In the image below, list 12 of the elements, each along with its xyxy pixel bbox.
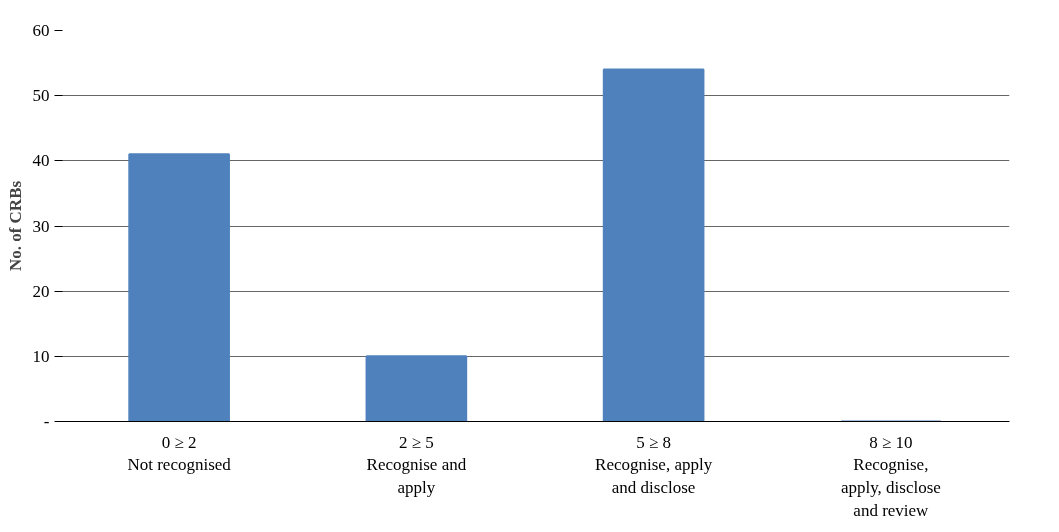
y-tick-label: - bbox=[43, 412, 50, 431]
y-tick-label: 30 bbox=[32, 216, 50, 236]
y-tick-label: 50 bbox=[32, 86, 50, 106]
y-tick-label: 40 bbox=[32, 151, 50, 171]
y-tick-label: 20 bbox=[32, 281, 50, 301]
x-tick-label: 2 ≥ 5 Recognise and apply bbox=[366, 432, 467, 498]
y-axis-title: No. of CRBs bbox=[5, 180, 25, 272]
x-tick-label: 8 ≥ 10 Recognise, apply, disclose and review bbox=[840, 432, 941, 520]
y-tick-label: 60 bbox=[32, 21, 50, 40]
y-tick-label: 10 bbox=[32, 346, 50, 366]
x-tick-label: 5 ≥ 8 Recognise, apply and disclose bbox=[595, 432, 713, 498]
x-tick-label: 0 ≥ 2 Not recognised bbox=[127, 432, 232, 475]
